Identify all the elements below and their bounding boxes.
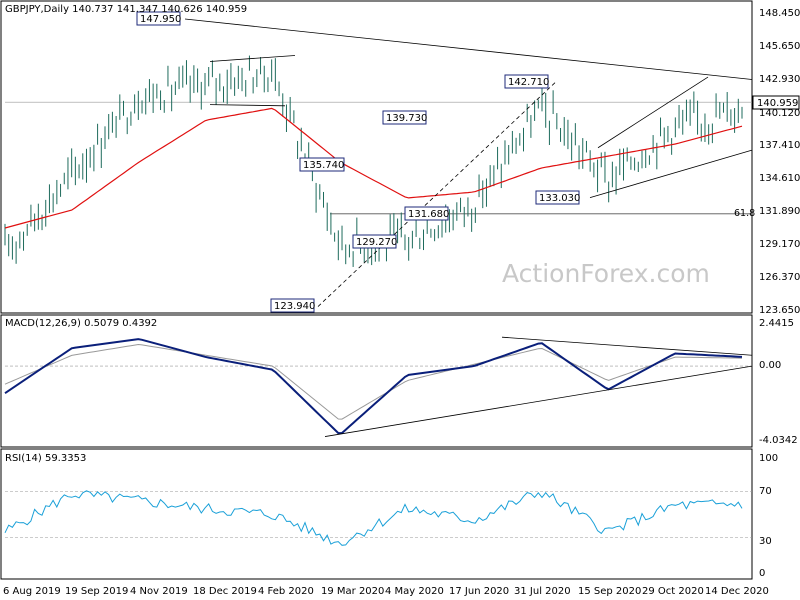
watermark: ActionForex.com bbox=[502, 259, 710, 288]
current-price-tag: 140.959 bbox=[752, 95, 800, 110]
range-bottom-line bbox=[209, 104, 286, 107]
rsi-tick: 100 bbox=[759, 453, 778, 464]
annotation-139730: 139.730 bbox=[382, 110, 427, 125]
annotation-133030: 133.030 bbox=[535, 190, 580, 205]
price-tick: 140.120 bbox=[759, 108, 800, 119]
x-tick: 19 Sep 2019 bbox=[65, 586, 128, 597]
price-tick: 126.370 bbox=[759, 272, 800, 283]
price-bars bbox=[4, 55, 743, 267]
price-tick: 123.650 bbox=[759, 305, 800, 316]
price-tick: 129.170 bbox=[759, 239, 800, 250]
svg-text:131.680: 131.680 bbox=[408, 209, 449, 220]
svg-text:139.730: 139.730 bbox=[386, 113, 427, 124]
x-tick: 31 Jul 2020 bbox=[514, 586, 571, 597]
macd-signal-line bbox=[4, 343, 743, 420]
price-tick: 145.650 bbox=[759, 41, 800, 52]
svg-text:140.959: 140.959 bbox=[757, 98, 798, 109]
svg-text:142.710: 142.710 bbox=[508, 77, 549, 88]
x-tick: 29 Oct 2020 bbox=[642, 586, 704, 597]
x-tick: 4 Nov 2019 bbox=[130, 586, 188, 597]
price-tick: 131.890 bbox=[759, 206, 800, 217]
x-tick: 17 Jun 2020 bbox=[449, 586, 509, 597]
x-tick: 15 Sep 2020 bbox=[578, 586, 641, 597]
trendlines bbox=[184, 18, 753, 307]
x-tick: 18 Dec 2019 bbox=[193, 586, 257, 597]
annotation-131680: 131.680 bbox=[404, 206, 449, 221]
x-tick: 4 May 2020 bbox=[385, 586, 444, 597]
annotation-135740: 135.740 bbox=[299, 157, 345, 172]
price-panel-frame bbox=[0, 0, 753, 314]
annotation-147950: 147.950 bbox=[136, 11, 181, 26]
macd-tick: 2.4415 bbox=[759, 318, 794, 329]
annotation-123940: 123.940 bbox=[270, 298, 315, 313]
svg-text:135.740: 135.740 bbox=[303, 160, 344, 171]
rsi-header: RSI(14) 59.3353 bbox=[5, 453, 86, 464]
channel-lower-line bbox=[589, 149, 753, 199]
price-header: GBPJPY,Daily 140.737 141.347 140.626 140… bbox=[5, 4, 247, 15]
rally-trendline bbox=[317, 81, 557, 307]
moving-average-line bbox=[4, 107, 743, 229]
macd-resistance-trendline bbox=[501, 336, 753, 356]
macd-axis: 2.4415 0.00 -4.0342 bbox=[759, 318, 798, 446]
price-axis: 148.450 145.650 142.930 140.120 137.410 … bbox=[759, 8, 800, 316]
rsi-layer bbox=[4, 490, 743, 546]
rsi-tick: 30 bbox=[759, 536, 772, 547]
rsi-panel-frame bbox=[0, 448, 753, 580]
macd-panel-frame bbox=[0, 314, 753, 448]
channel-upper-line bbox=[597, 76, 709, 149]
macd-support-trendline bbox=[324, 365, 753, 437]
svg-text:129.270: 129.270 bbox=[356, 237, 397, 248]
range-top-line bbox=[209, 55, 296, 62]
macd-tick: 0.00 bbox=[759, 360, 781, 371]
x-tick: 19 Mar 2020 bbox=[321, 586, 384, 597]
macd-header: MACD(12,26,9) 0.5079 0.4392 bbox=[5, 318, 157, 329]
price-tick: 137.410 bbox=[759, 140, 800, 151]
x-axis: 6 Aug 2019 19 Sep 2019 4 Nov 2019 18 Dec… bbox=[3, 586, 769, 597]
x-tick: 6 Aug 2019 bbox=[3, 586, 61, 597]
resistance-trendline bbox=[184, 18, 753, 80]
rsi-line bbox=[4, 490, 743, 546]
rsi-axis: 100 70 30 0 bbox=[759, 453, 778, 579]
x-tick: 14 Dec 2020 bbox=[705, 586, 769, 597]
svg-text:147.950: 147.950 bbox=[140, 14, 181, 25]
price-tick: 142.930 bbox=[759, 74, 800, 85]
moving-average-layer bbox=[4, 107, 743, 229]
rsi-tick: 0 bbox=[759, 568, 765, 579]
fib-level-label: 61.8 bbox=[734, 208, 755, 219]
macd-line bbox=[4, 338, 743, 435]
svg-text:133.030: 133.030 bbox=[539, 193, 580, 204]
svg-text:123.940: 123.940 bbox=[274, 301, 315, 312]
macd-layer bbox=[4, 336, 753, 437]
x-tick: 4 Feb 2020 bbox=[258, 586, 314, 597]
rsi-tick: 70 bbox=[759, 486, 772, 497]
price-tick: 134.610 bbox=[759, 173, 800, 184]
macd-tick: -4.0342 bbox=[759, 435, 798, 446]
price-tick: 148.450 bbox=[759, 8, 800, 19]
reference-levels bbox=[5, 101, 752, 538]
annotation-142710: 142.710 bbox=[504, 74, 549, 89]
annotation-129270: 129.270 bbox=[352, 234, 397, 249]
